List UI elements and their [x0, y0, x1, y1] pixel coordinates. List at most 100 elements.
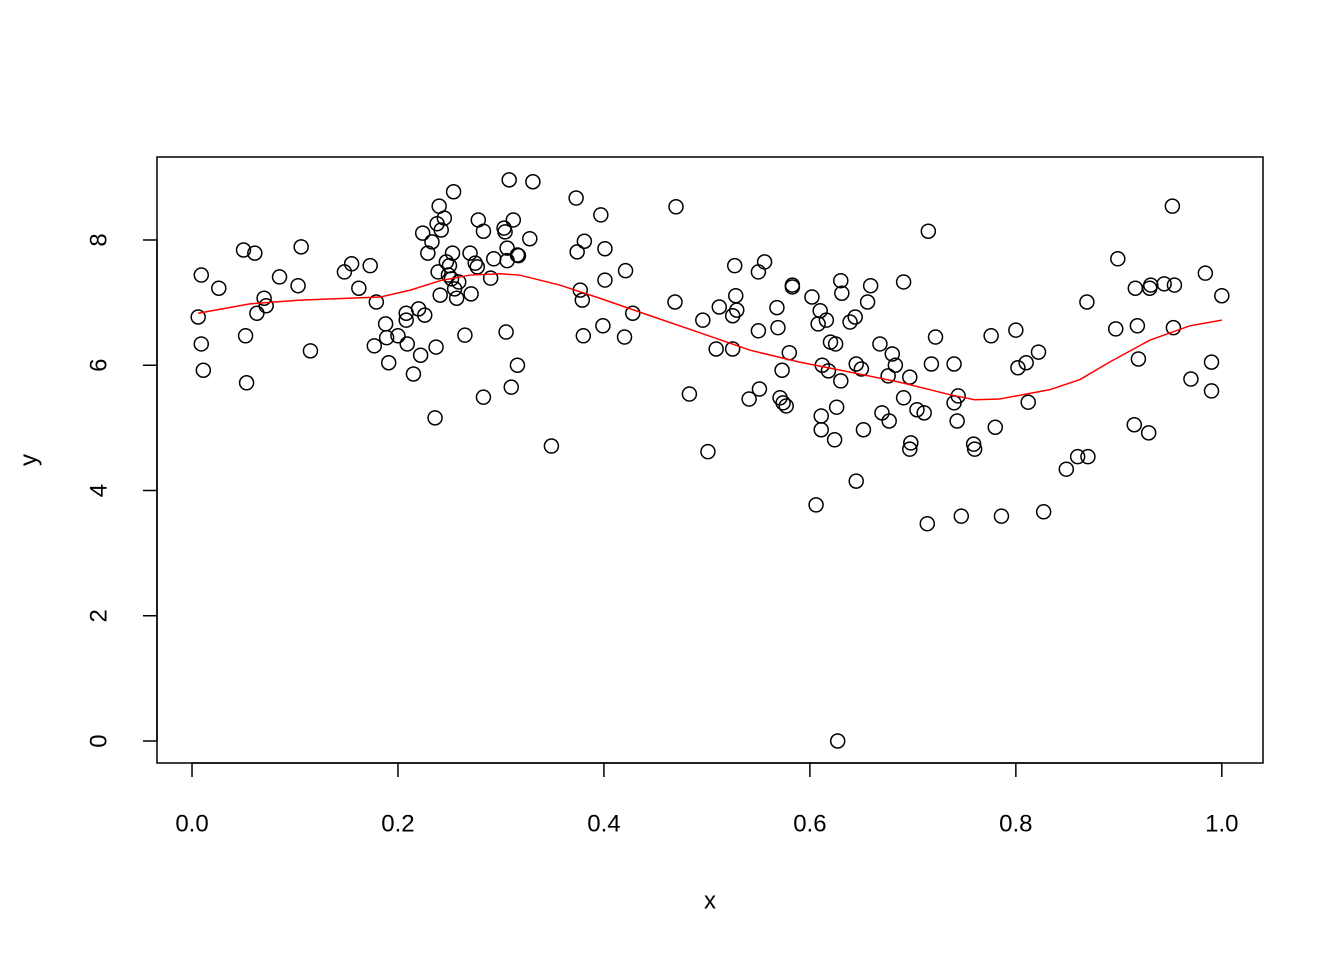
y-axis-label: y — [15, 454, 42, 466]
point — [498, 324, 514, 340]
point — [953, 508, 970, 524]
point — [1130, 351, 1147, 367]
point — [256, 290, 272, 306]
point — [774, 362, 790, 379]
point — [575, 328, 592, 344]
point — [1110, 251, 1126, 267]
point — [949, 413, 965, 429]
point — [427, 410, 443, 426]
point — [568, 190, 584, 206]
point — [887, 357, 904, 373]
point — [983, 328, 999, 344]
point — [1166, 277, 1183, 293]
point — [987, 419, 1004, 435]
x-axis-label: x — [704, 887, 716, 914]
point — [1126, 416, 1143, 433]
point — [829, 733, 846, 749]
point — [862, 277, 879, 294]
y-tick-label: 0 — [85, 734, 112, 747]
point — [1129, 318, 1146, 334]
point — [525, 173, 541, 190]
point — [509, 357, 526, 373]
point — [433, 222, 449, 238]
point — [751, 381, 768, 397]
point — [237, 328, 254, 344]
point — [190, 309, 206, 325]
y-tick-label: 6 — [85, 359, 112, 372]
point — [377, 316, 394, 332]
point — [895, 274, 912, 290]
point — [457, 327, 473, 343]
point — [569, 244, 585, 260]
point — [390, 328, 406, 344]
point — [450, 274, 467, 290]
point — [398, 312, 414, 328]
point — [884, 346, 901, 362]
point — [290, 277, 306, 294]
point — [258, 297, 274, 314]
smooth-line — [198, 273, 1222, 401]
point — [462, 245, 478, 261]
point — [503, 379, 519, 395]
point — [756, 254, 773, 270]
point — [1035, 504, 1052, 520]
point — [750, 323, 767, 339]
point — [441, 257, 458, 274]
point — [667, 294, 683, 310]
point — [543, 438, 560, 454]
point — [249, 305, 265, 322]
point — [833, 272, 849, 289]
point — [833, 373, 849, 389]
point — [412, 347, 429, 363]
point — [1140, 425, 1157, 441]
point — [828, 399, 845, 415]
point — [597, 272, 613, 288]
point — [469, 259, 486, 275]
point — [1165, 319, 1182, 336]
point — [902, 441, 918, 457]
point — [617, 262, 634, 279]
point — [475, 389, 492, 405]
point — [808, 497, 824, 513]
point — [1018, 354, 1034, 371]
point — [909, 401, 925, 418]
point — [616, 329, 633, 345]
point — [848, 473, 864, 489]
point — [775, 395, 791, 411]
point — [781, 344, 798, 361]
point — [727, 287, 744, 304]
point — [946, 356, 962, 372]
point — [741, 391, 757, 407]
point — [820, 363, 837, 379]
x-tick-label: 1.0 — [1205, 810, 1238, 837]
point — [859, 294, 876, 310]
point — [681, 386, 698, 402]
point — [726, 257, 743, 274]
point — [211, 280, 227, 296]
point — [895, 390, 912, 406]
point — [711, 299, 728, 315]
point — [1079, 294, 1095, 310]
point — [593, 207, 609, 223]
point — [668, 199, 684, 215]
point — [993, 508, 1010, 524]
point — [708, 341, 724, 357]
point — [467, 255, 483, 271]
x-tick-label: 0.4 — [587, 810, 620, 837]
point — [1214, 287, 1230, 304]
point — [576, 233, 593, 249]
point — [522, 230, 538, 247]
point — [595, 318, 611, 334]
point — [510, 247, 527, 264]
point — [482, 270, 499, 286]
point — [872, 336, 888, 352]
point — [826, 432, 843, 448]
point — [501, 172, 517, 188]
point — [399, 336, 415, 352]
point — [881, 413, 897, 429]
point — [848, 356, 864, 372]
point — [448, 290, 465, 306]
point — [432, 287, 448, 303]
